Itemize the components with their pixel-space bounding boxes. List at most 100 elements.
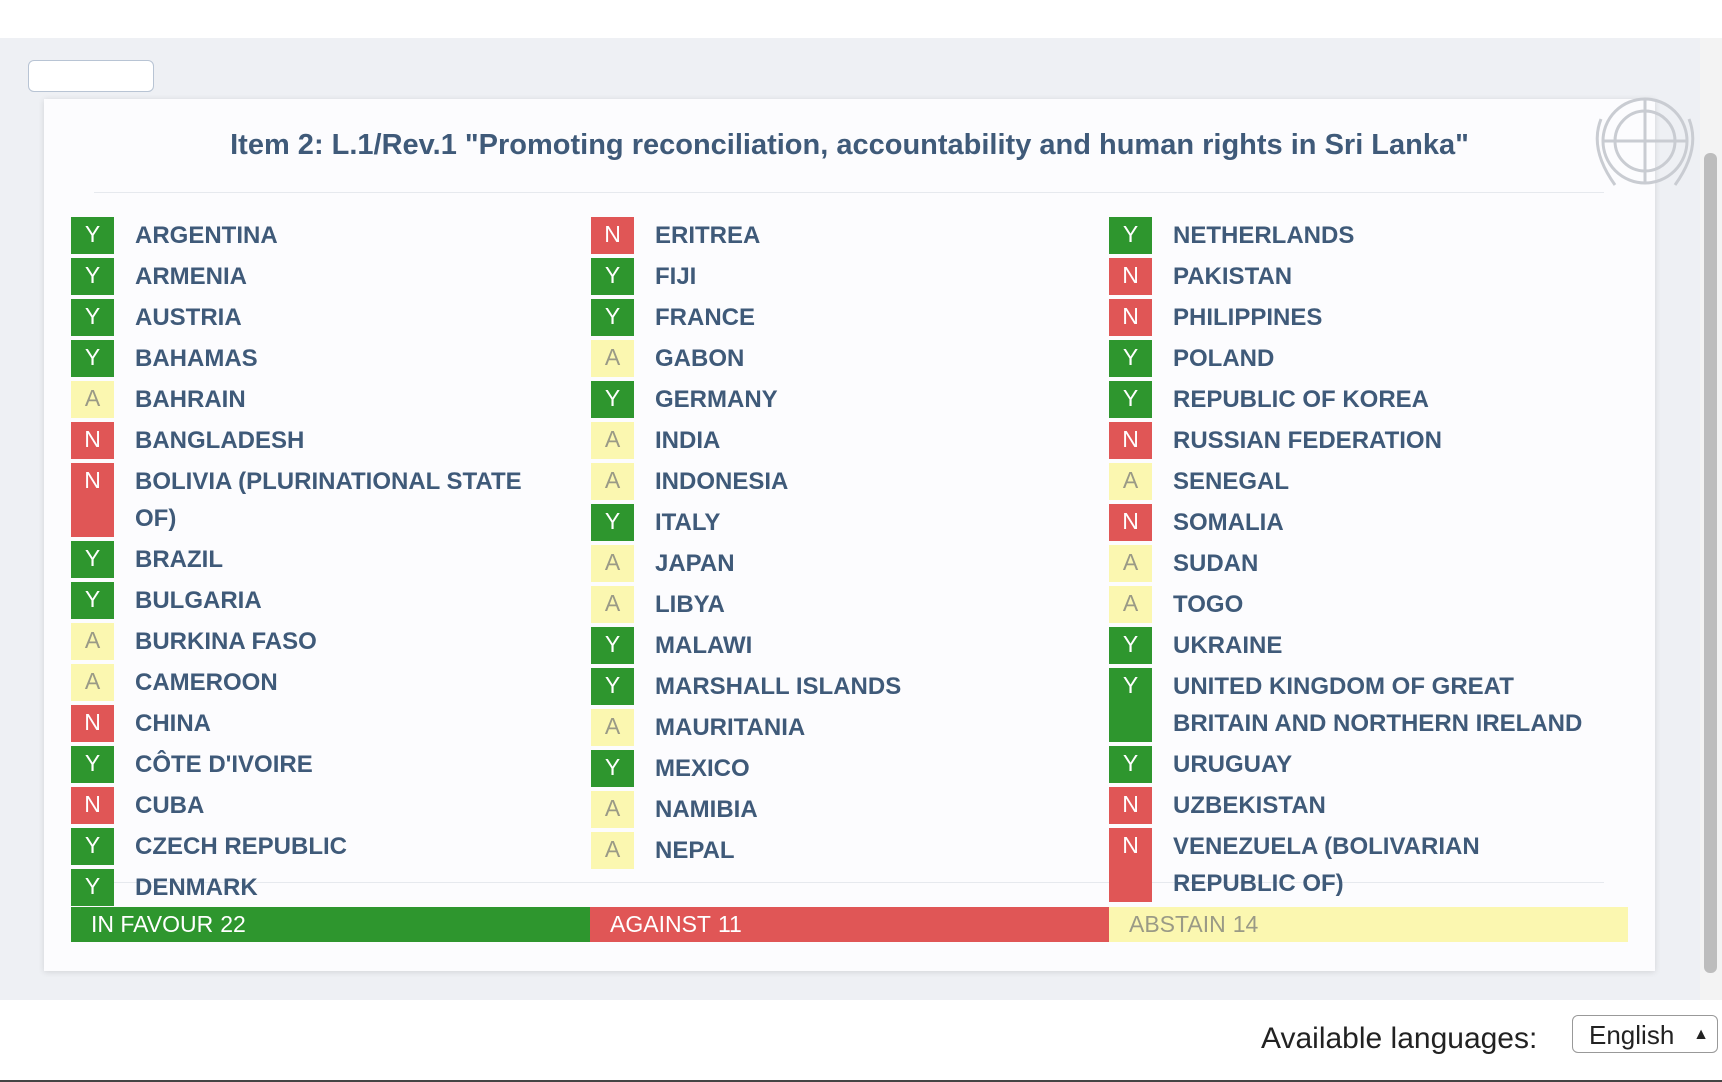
vote-row: A CAMEROON [71, 664, 571, 701]
vote-row: N PHILIPPINES [1109, 299, 1609, 336]
country-name: MALAWI [655, 632, 753, 659]
country-name: BURKINA FASO [135, 628, 317, 655]
total-label: ABSTAIN [1129, 911, 1226, 937]
languages-label: Available languages: [1261, 1022, 1538, 1055]
vote-badge: N [71, 463, 114, 537]
vote-row: Y URUGUAY [1109, 746, 1609, 783]
vote-row: A TOGO [1109, 586, 1609, 623]
vote-badge: A [591, 709, 634, 746]
vote-row: A INDONESIA [591, 463, 1091, 500]
vote-row: N VENEZUELA (BOLIVARIAN REPUBLIC OF) [1109, 828, 1609, 902]
vote-badge: A [71, 381, 114, 418]
vote-badge: A [1109, 545, 1152, 582]
vote-badge: Y [1109, 668, 1152, 742]
vote-row: Y ARMENIA [71, 258, 571, 295]
vote-badge: A [591, 586, 634, 623]
country-name: FRANCE [655, 304, 755, 331]
country-name: ARGENTINA [135, 222, 278, 249]
vote-row: A JAPAN [591, 545, 1091, 582]
country-name: MAURITANIA [655, 714, 806, 741]
vote-row: Y CÔTE D'IVOIRE [71, 746, 571, 783]
language-value: English [1589, 1020, 1675, 1050]
language-select[interactable]: English ▲ [1572, 1015, 1718, 1053]
vote-row: A INDIA [591, 422, 1091, 459]
country-name: ITALY [655, 509, 721, 536]
country-name: POLAND [1173, 345, 1275, 372]
country-name: DENMARK [135, 874, 258, 901]
select-arrows: ▲ [1693, 1026, 1709, 1043]
vote-badge: Y [1109, 627, 1152, 664]
vote-row: A NAMIBIA [591, 791, 1091, 828]
vote-badge: Y [71, 828, 114, 865]
country-name: MARSHALL ISLANDS [655, 673, 902, 700]
vote-badge: A [1109, 586, 1152, 623]
close-button[interactable] [28, 60, 154, 92]
un-emblem [1595, 97, 1695, 186]
vote-badge: A [71, 623, 114, 660]
vote-row: A LIBYA [591, 586, 1091, 623]
divider [0, 1080, 1722, 1082]
vote-row: Y BAHAMAS [71, 340, 571, 377]
vote-row: N BOLIVIA (PLURINATIONAL STATE OF) [71, 463, 571, 537]
country-name: UKRAINE [1173, 632, 1283, 659]
country-name: CUBA [135, 792, 205, 819]
country-name: BOLIVIA (PLURINATIONAL STATE OF) [135, 468, 522, 532]
total-count: 22 [220, 911, 246, 937]
vote-row: A MAURITANIA [591, 709, 1091, 746]
vote-badge: Y [71, 258, 114, 295]
country-name: RUSSIAN FEDERATION [1173, 427, 1442, 454]
vote-badge: Y [1109, 340, 1152, 377]
vote-row: Y UNITED KINGDOM OF GREAT BRITAIN AND NOR… [1109, 668, 1609, 742]
vote-badge: N [71, 422, 114, 459]
country-name: CAMEROON [135, 669, 278, 696]
vote-badge: A [591, 463, 634, 500]
vote-badge: Y [71, 299, 114, 336]
vote-row: Y ITALY [591, 504, 1091, 541]
total-count: 11 [717, 911, 742, 937]
vote-row: N PAKISTAN [1109, 258, 1609, 295]
country-column: N ERITREA Y FIJI Y FRANCE A GABON Y GERMANY A INDIA… [591, 217, 1091, 873]
vote-badge: A [71, 664, 114, 701]
vote-row: Y MEXICO [591, 750, 1091, 787]
country-name: REPUBLIC OF KOREA [1173, 386, 1430, 413]
scrollbar[interactable] [1700, 38, 1722, 1000]
vote-row: Y BRAZIL [71, 541, 571, 578]
country-name: CZECH REPUBLIC [135, 833, 348, 860]
country-name: SUDAN [1173, 550, 1259, 577]
vote-row: Y ARGENTINA [71, 217, 571, 254]
vote-badge: Y [591, 627, 634, 664]
vote-badge: Y [1109, 381, 1152, 418]
country-name: BAHRAIN [135, 386, 246, 413]
vote-badge: N [1109, 258, 1152, 295]
country-name: GABON [655, 345, 745, 372]
vote-row: A NEPAL [591, 832, 1091, 869]
country-name: ERITREA [655, 222, 761, 249]
country-name: TOGO [1173, 591, 1244, 618]
vote-row: A BAHRAIN [71, 381, 571, 418]
vote-badge: Y [591, 381, 634, 418]
vote-badge: A [591, 791, 634, 828]
scroll-thumb[interactable] [1704, 153, 1717, 973]
vote-badge: Y [591, 299, 634, 336]
vote-row: N UZBEKISTAN [1109, 787, 1609, 824]
vote-badge: Y [71, 217, 114, 254]
vote-row: N BANGLADESH [71, 422, 571, 459]
vote-row: N RUSSIAN FEDERATION [1109, 422, 1609, 459]
vote-badge: A [591, 832, 634, 869]
vote-badge: Y [591, 258, 634, 295]
country-name: JAPAN [655, 550, 735, 577]
country-name: URUGUAY [1173, 751, 1293, 778]
vote-row: A BURKINA FASO [71, 623, 571, 660]
vote-badge: A [591, 422, 634, 459]
vote-badge: Y [1109, 217, 1152, 254]
vote-row: Y REPUBLIC OF KOREA [1109, 381, 1609, 418]
vote-badge: Y [71, 340, 114, 377]
vote-row: N CUBA [71, 787, 571, 824]
country-name: PHILIPPINES [1173, 304, 1323, 331]
country-name: ARMENIA [135, 263, 247, 290]
viewer: Item 2: L.1/Rev.1 "Promoting reconciliat… [0, 38, 1700, 1000]
vote-badge: N [1109, 787, 1152, 824]
vote-badge: Y [71, 869, 114, 906]
country-name: BULGARIA [135, 587, 262, 614]
country-name: FIJI [655, 263, 697, 290]
